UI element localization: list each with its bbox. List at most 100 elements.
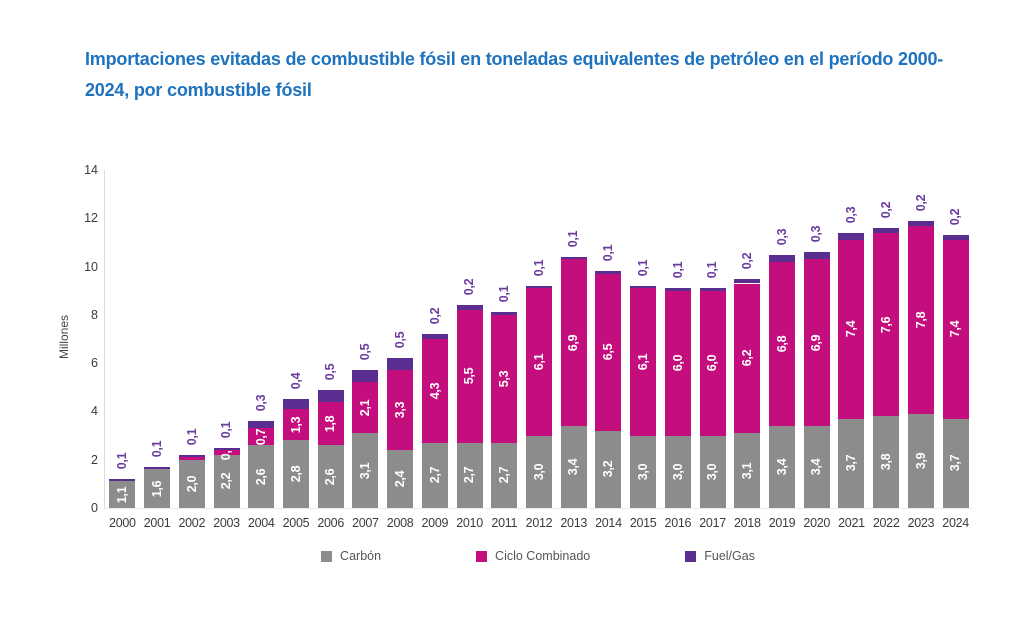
x-tick-2014: 2014 — [595, 516, 622, 530]
bar-top-label-2013: 0,1 — [566, 230, 581, 248]
bar-column-2023: 3,9 7,8 0,2 2023 — [904, 170, 939, 530]
legend-label-ciclo-combinado: Ciclo Combinado — [495, 549, 591, 563]
segment-value-label: 3,9 — [913, 452, 928, 470]
bar-top-label-2004: 0,3 — [254, 394, 269, 412]
segment-value-label: 0,7 — [254, 428, 269, 446]
bar-top-label-2006: 0,5 — [323, 363, 338, 380]
y-tick-12: 12 — [84, 211, 98, 226]
bar-top-label-2008: 0,5 — [393, 332, 408, 349]
bar-segment-ciclo-combinado-2023: 7,8 — [907, 225, 934, 414]
bar-column-2007: 3,1 2,1 0,5 2007 — [348, 170, 383, 530]
bar-segment-fuel-gas-2011 — [491, 312, 518, 315]
bar-segment-carb-n-2009: 2,7 — [421, 442, 448, 508]
legend-label-carbon: Carbón — [340, 549, 382, 563]
x-tick-2018: 2018 — [733, 516, 761, 530]
y-tick-2: 2 — [91, 452, 98, 467]
bar-segment-carb-n-2017: 3,0 — [699, 435, 726, 508]
legend: Carbón Ciclo Combinado Fuel/Gas — [104, 549, 972, 563]
bar-segment-carb-n-2010: 2,7 — [456, 442, 483, 508]
legend-item-fuel-gas: Fuel/Gas — [685, 549, 755, 563]
bar-column-2016: 3,0 6,0 0,1 2016 — [661, 170, 696, 530]
segment-value-label: 3,1 — [740, 462, 755, 479]
segment-value-label: 3,7 — [844, 455, 859, 472]
ciclo-combinado-swatch-icon — [476, 550, 488, 562]
bar-column-2005: 2,8 1,3 0,4 2005 — [279, 170, 314, 530]
y-tick-14: 14 — [84, 163, 98, 177]
bar-segment-fuel-gas-2004 — [248, 421, 275, 429]
bar-segment-ciclo-combinado-2016: 6,0 — [664, 290, 691, 436]
bar-segment-carb-n-2016: 3,0 — [664, 435, 691, 508]
bar-segment-fuel-gas-2008 — [387, 358, 414, 371]
x-tick-2005: 2005 — [282, 516, 310, 530]
bar-column-2018: 3,1 6,2 0,2 2018 — [730, 170, 765, 530]
bar-segment-ciclo-combinado-2014: 6,5 — [595, 273, 622, 431]
bar-segment-ciclo-combinado-2022: 7,6 — [873, 232, 900, 417]
segment-value-label: 7,6 — [879, 316, 894, 333]
x-tick-2017: 2017 — [699, 516, 726, 530]
bar-column-2008: 2,4 3,3 0,5 2008 — [383, 170, 418, 530]
bar-top-label-2007: 0,5 — [358, 344, 373, 361]
x-tick-2022: 2022 — [872, 516, 900, 530]
bar-segment-fuel-gas-2010 — [456, 305, 483, 311]
x-tick-2003: 2003 — [213, 516, 240, 530]
bar-segment-carb-n-2022: 3,8 — [873, 416, 900, 508]
segment-value-label: 3,0 — [636, 463, 651, 481]
legend-label-fuel-gas: Fuel/Gas — [704, 549, 755, 563]
x-tick-2010: 2010 — [456, 516, 483, 530]
bar-segment-fuel-gas-2006 — [317, 389, 344, 402]
y-tick-8: 8 — [91, 307, 98, 322]
bar-segment-fuel-gas-2007 — [352, 370, 379, 383]
legend-item-carbon: Carbón — [321, 549, 381, 563]
bar-column-2004: 2,6 0,7 0,3 2004 — [244, 170, 279, 530]
bar-segment-carb-n-2019: 3,4 — [769, 425, 796, 508]
segment-value-label: 2,2 — [219, 473, 234, 490]
bar-segment-carb-n-2023: 3,9 — [907, 413, 934, 508]
bar-column-2013: 3,4 6,9 0,1 2013 — [556, 170, 591, 530]
bar-segment-fuel-gas-2001 — [144, 466, 171, 470]
bar-top-label-2001: 0,1 — [150, 440, 165, 458]
bar-segment-ciclo-combinado-2006: 1,8 — [317, 401, 344, 446]
bar-top-label-2018: 0,2 — [740, 252, 755, 269]
bar-top-label-2012: 0,1 — [531, 259, 546, 277]
bar-segment-ciclo-combinado-2003: 0,2 — [213, 444, 240, 461]
bar-segment-carb-n-2014: 3,2 — [595, 430, 622, 508]
x-tick-2023: 2023 — [907, 516, 935, 530]
segment-value-label: 6,1 — [636, 353, 651, 371]
bar-segment-carb-n-2015: 3,0 — [630, 435, 657, 508]
segment-value-label: 6,2 — [740, 350, 755, 367]
bar-top-label-2021: 0,3 — [844, 206, 859, 224]
bar-segment-carb-n-2011: 2,7 — [491, 442, 518, 508]
segment-value-label: 1,3 — [288, 416, 303, 433]
y-axis-ticks: 0 2 4 6 8 10 12 14 — [58, 163, 98, 515]
bar-column-2003: 2,2 0,2 0,1 2003 — [209, 170, 244, 530]
bar-segment-fuel-gas-2018 — [734, 278, 761, 284]
bar-segment-carb-n-2021: 3,7 — [838, 418, 865, 508]
segment-value-label: 3,2 — [601, 461, 616, 478]
segment-value-label: 3,1 — [358, 462, 373, 479]
bar-segment-carb-n-2012: 3,0 — [525, 435, 552, 508]
bar-segment-ciclo-combinado-2009: 4,3 — [421, 339, 448, 443]
bar-segment-fuel-gas-2000 — [109, 479, 136, 482]
bar-top-label-2022: 0,2 — [879, 201, 894, 219]
segment-value-label: 6,1 — [531, 353, 546, 371]
bar-segment-fuel-gas-2012 — [525, 285, 552, 289]
y-tick-10: 10 — [84, 259, 98, 274]
x-tick-2015: 2015 — [629, 516, 657, 530]
bar-column-2015: 3,0 6,1 0,1 2015 — [626, 170, 661, 530]
segment-value-label: 1,6 — [150, 480, 165, 497]
segment-value-label: 6,8 — [775, 335, 790, 353]
bar-segment-fuel-gas-2023 — [907, 220, 934, 226]
bar-top-label-2020: 0,3 — [809, 225, 824, 243]
bar-segment-ciclo-combinado-2015: 6,1 — [630, 288, 657, 436]
bar-segment-fuel-gas-2013 — [560, 256, 587, 260]
x-tick-2016: 2016 — [664, 516, 692, 530]
bar-segment-ciclo-combinado-2017: 6,0 — [699, 290, 726, 436]
segment-value-label: 2,0 — [184, 475, 199, 493]
bar-segment-ciclo-combinado-2002 — [178, 457, 205, 460]
segment-value-label: 3,4 — [566, 458, 581, 476]
x-tick-2013: 2013 — [560, 516, 587, 530]
bar-top-label-2023: 0,2 — [913, 194, 928, 211]
bar-segment-ciclo-combinado-2021: 7,4 — [838, 240, 865, 419]
bar-column-2011: 2,7 5,3 0,1 2011 — [487, 170, 522, 530]
